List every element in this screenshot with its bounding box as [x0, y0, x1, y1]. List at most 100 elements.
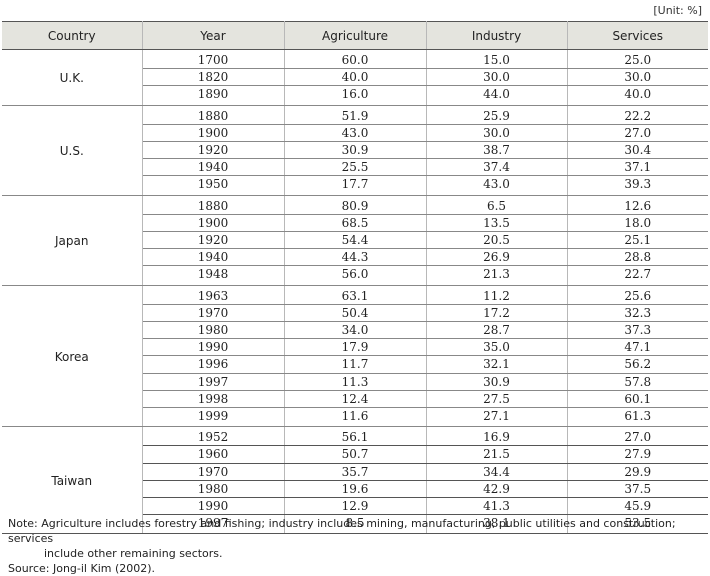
table-note: Note: Agriculture includes forestry and …: [8, 516, 708, 576]
year-cell: 1900: [142, 124, 285, 143]
agriculture-cell: 17.7: [284, 175, 427, 196]
year-cell: 1920: [142, 231, 285, 250]
header-industry: Industry: [426, 21, 568, 50]
year-cell: 1880: [142, 105, 285, 125]
table-row: 1900 43.0 30.0 27.0: [2, 124, 708, 143]
header-services: Services: [567, 21, 708, 50]
table-row: 1940 25.5 37.4 37.1: [2, 158, 708, 177]
agriculture-cell: 35.7: [284, 463, 427, 481]
header-agriculture: Agriculture: [284, 21, 427, 50]
table-row: 1920 54.4 20.5 25.1: [2, 231, 708, 250]
year-cell: 1970: [142, 304, 285, 323]
industry-cell: 25.9: [426, 105, 568, 125]
industry-cell: 30.0: [426, 68, 568, 87]
services-cell: 37.3: [567, 321, 708, 340]
agriculture-cell: 12.4: [284, 390, 427, 409]
industry-cell: 44.0: [426, 85, 568, 106]
industry-cell: 34.4: [426, 463, 568, 481]
year-cell: 1890: [142, 85, 285, 106]
table-row: 1990 12.9 41.3 45.9: [2, 497, 708, 516]
agriculture-cell: 50.7: [284, 445, 427, 464]
table-row: 1890 16.0 44.0 40.0: [2, 85, 708, 106]
agriculture-cell: 34.0: [284, 321, 427, 340]
agriculture-cell: 80.9: [284, 195, 427, 215]
table-row: 1940 44.3 26.9 28.8: [2, 248, 708, 267]
services-cell: 22.7: [567, 265, 708, 286]
country-cell: U.S.: [2, 105, 143, 196]
services-cell: 27.0: [567, 124, 708, 143]
year-cell: 1940: [142, 158, 285, 177]
industry-cell: 41.3: [426, 497, 568, 516]
note-line-1: Note: Agriculture includes forestry and …: [8, 517, 676, 545]
year-cell: 1999: [142, 407, 285, 428]
services-cell: 37.5: [567, 480, 708, 499]
table-row: Korea 1963 63.1 11.2 25.6: [2, 285, 708, 428]
country-group: Japan 1880 80.9 6.5 12.6 1900 68.5 13.5 18.0 1920…: [2, 195, 708, 286]
agriculture-cell: 43.0: [284, 124, 427, 143]
table-row: 1990 17.9 35.0 47.1: [2, 338, 708, 357]
agriculture-cell: 11.7: [284, 355, 427, 374]
year-cell: 1950: [142, 175, 285, 196]
services-cell: 30.0: [567, 68, 708, 87]
table-row: U.K. 1700 60.0 15.0 25.0: [2, 49, 708, 106]
services-cell: 25.6: [567, 285, 708, 305]
industry-cell: 27.5: [426, 390, 568, 409]
industry-cell: 20.5: [426, 231, 568, 250]
year-cell: 1980: [142, 480, 285, 499]
table-row: 1960 50.7 21.5 27.9: [2, 445, 708, 464]
services-cell: 57.8: [567, 373, 708, 391]
year-cell: 1990: [142, 338, 285, 357]
year-cell: 1998: [142, 390, 285, 409]
table-row: 1998 12.4 27.5 60.1: [2, 390, 708, 409]
industry-cell: 17.2: [426, 304, 568, 323]
agriculture-cell: 68.5: [284, 214, 427, 233]
services-cell: 12.6: [567, 195, 708, 215]
services-cell: 45.9: [567, 497, 708, 516]
industry-cell: 37.4: [426, 158, 568, 177]
services-cell: 60.1: [567, 390, 708, 409]
header-country: Country: [2, 21, 143, 50]
country-cell: Taiwan: [2, 426, 143, 535]
services-cell: 22.2: [567, 105, 708, 125]
agriculture-cell: 56.0: [284, 265, 427, 286]
country-cell: Japan: [2, 195, 143, 286]
services-cell: 39.3: [567, 175, 708, 196]
note-line-2: include other remaining sectors.: [44, 547, 223, 560]
table-row: 1997 11.3 30.9 57.8: [2, 373, 708, 391]
industry-cell: 21.5: [426, 445, 568, 464]
services-cell: 47.1: [567, 338, 708, 357]
year-cell: 1948: [142, 265, 285, 286]
year-cell: 1940: [142, 248, 285, 267]
agriculture-cell: 8.5: [284, 514, 427, 535]
services-cell: 27.9: [567, 445, 708, 464]
table-row: 1820 40.0 30.0 30.0: [2, 68, 708, 87]
table-row: 1920 30.9 38.7 30.4: [2, 141, 708, 160]
industry-cell: 11.2: [426, 285, 568, 305]
source-line: Source: Jong-il Kim (2002).: [8, 562, 156, 575]
services-cell: 53.5: [567, 514, 708, 535]
year-cell: 1970: [142, 463, 285, 481]
year-cell: 1952: [142, 426, 285, 447]
year-cell: 1997: [142, 373, 285, 391]
year-cell: 1996: [142, 355, 285, 374]
year-cell: 1960: [142, 445, 285, 464]
unit-label: [Unit: %]: [653, 4, 702, 17]
services-cell: 30.4: [567, 141, 708, 160]
services-cell: 37.1: [567, 158, 708, 177]
country-group: Taiwan 1952 56.1 16.9 27.0 1960 50.7 21.5 27.9 19…: [2, 426, 708, 535]
agriculture-cell: 16.0: [284, 85, 427, 106]
industry-cell: 30.0: [426, 124, 568, 143]
agriculture-cell: 40.0: [284, 68, 427, 87]
industry-cell: 16.9: [426, 426, 568, 447]
table-row: 1980 34.0 28.7 37.3: [2, 321, 708, 340]
country-cell: U.K.: [2, 49, 143, 106]
year-cell: 1880: [142, 195, 285, 215]
header-year: Year: [142, 21, 285, 50]
year-cell: 1700: [142, 49, 285, 70]
services-cell: 29.9: [567, 463, 708, 481]
country-group: Korea 1963 63.1 11.2 25.6 1970 50.4 17.2 32.3 198…: [2, 285, 708, 428]
table-row: 1996 11.7 32.1 56.2: [2, 355, 708, 374]
services-cell: 28.8: [567, 248, 708, 267]
industry-cell: 27.1: [426, 407, 568, 428]
agriculture-cell: 25.5: [284, 158, 427, 177]
